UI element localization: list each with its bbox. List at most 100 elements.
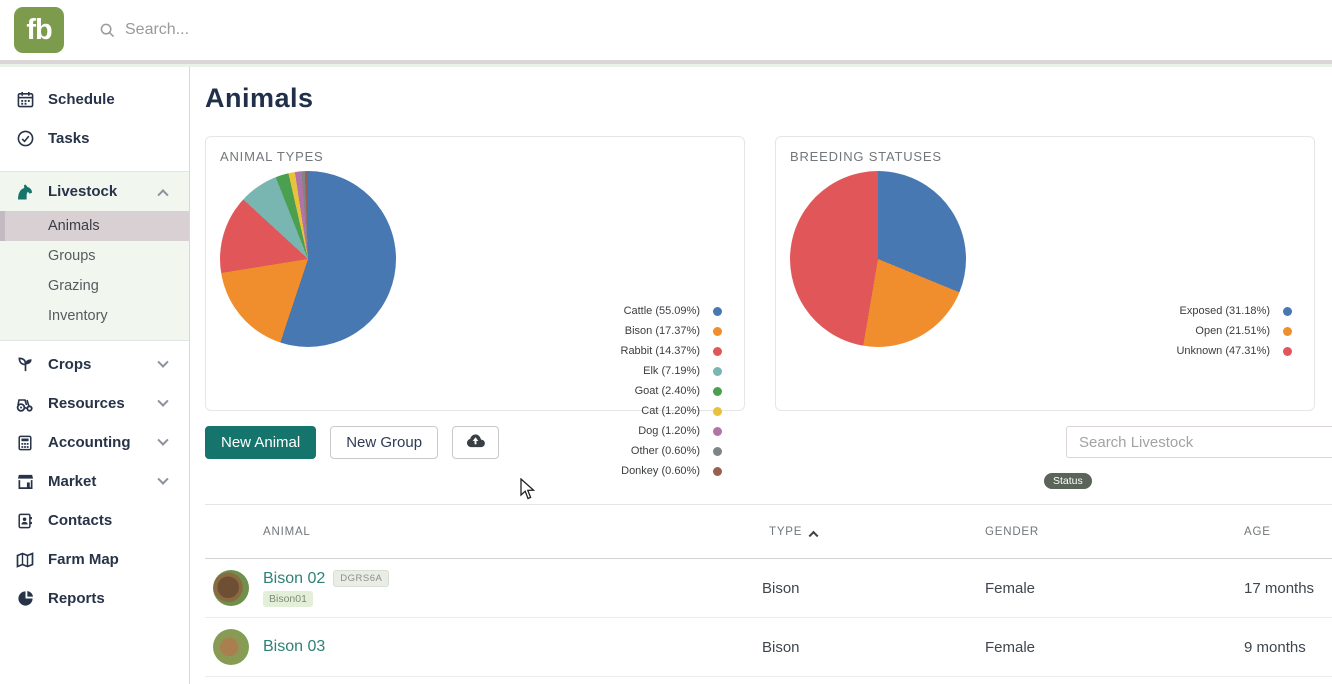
legend-item[interactable]: Cat (1.20%)	[621, 401, 722, 421]
sidebar-item-crops[interactable]: Crops	[0, 345, 189, 384]
animal-avatar[interactable]	[213, 629, 249, 665]
type-cell: Bison	[762, 638, 800, 656]
breeding-statuses-pie[interactable]	[790, 171, 966, 347]
legend-dot	[1283, 326, 1292, 336]
legend-dot	[713, 446, 722, 456]
chart-legend: Exposed (31.18%) Open (21.51%) Unknown (…	[1176, 301, 1292, 361]
app-logo[interactable]: fb	[14, 7, 64, 53]
column-header-gender[interactable]: GENDER	[985, 525, 1040, 538]
table-row[interactable]: Bison 02 DGRS6A Bison01 Bison Female 17 …	[205, 559, 1332, 618]
sidebar-item-label: Tasks	[48, 130, 90, 147]
sidebar-item-livestock[interactable]: Livestock	[0, 172, 189, 211]
legend-item[interactable]: Dog (1.20%)	[621, 421, 722, 441]
horse-icon	[16, 183, 34, 201]
topbar-divider-green	[0, 64, 1332, 67]
sidebar-group-livestock: Livestock Animals Groups Grazing Invento…	[0, 171, 189, 341]
search-livestock-input[interactable]	[1066, 426, 1332, 458]
sidebar-item-label: Contacts	[48, 512, 113, 529]
legend-dot	[713, 466, 722, 476]
legend-dot	[1283, 306, 1292, 316]
search-icon	[100, 23, 115, 38]
sidebar-item-animals[interactable]: Animals	[0, 211, 189, 241]
type-cell: Bison	[762, 579, 800, 597]
sidebar-item-tasks[interactable]: Tasks	[0, 119, 189, 158]
legend-dot	[1283, 346, 1292, 356]
column-header-age[interactable]: AGE	[1244, 525, 1271, 538]
age-cell: 9 months	[1244, 638, 1306, 656]
legend-item[interactable]: Goat (2.40%)	[621, 381, 722, 401]
cloud-upload-icon	[466, 433, 485, 452]
legend-item[interactable]: Donkey (0.60%)	[621, 461, 722, 481]
legend-dot	[713, 306, 722, 316]
chart-title: ANIMAL TYPES	[220, 149, 324, 164]
storefront-icon	[16, 473, 34, 491]
sidebar-item-label: Reports	[48, 590, 105, 607]
sidebar-subitem-label: Grazing	[48, 278, 99, 294]
animal-name-link[interactable]: Bison 02	[263, 569, 326, 587]
new-group-button[interactable]: New Group	[330, 426, 439, 459]
import-button[interactable]	[452, 426, 500, 459]
seedling-icon	[16, 356, 34, 374]
sidebar-item-market[interactable]: Market	[0, 462, 189, 501]
topbar: fb	[0, 0, 1332, 60]
legend-item[interactable]: Open (21.51%)	[1176, 321, 1292, 341]
breeding-statuses-card: BREEDING STATUSES Exposed (31.18%) Open …	[775, 136, 1315, 411]
animal-name-link[interactable]: Bison 03	[263, 638, 326, 655]
animal-types-card: ANIMAL TYPES Cattle (55.09%) Bison (17.3…	[205, 136, 745, 477]
legend-item[interactable]: Other (0.60%)	[621, 441, 722, 461]
animal-avatar[interactable]	[213, 570, 249, 606]
legend-item[interactable]: Exposed (31.18%)	[1176, 301, 1292, 321]
sidebar-item-schedule[interactable]: Schedule	[0, 80, 189, 119]
table-row[interactable]: Bison 03 Bison Female 9 months	[205, 618, 1332, 677]
sidebar-item-label: Crops	[48, 356, 92, 373]
legend-dot	[713, 366, 722, 376]
column-header-type[interactable]: TYPE	[762, 526, 985, 541]
map-icon	[16, 551, 34, 569]
legend-item[interactable]: Unknown (47.31%)	[1176, 341, 1292, 361]
sidebar-item-label: Resources	[48, 395, 125, 412]
legend-item[interactable]: Cattle (55.09%)	[621, 301, 722, 321]
sidebar-item-resources[interactable]: Resources	[0, 384, 189, 423]
legend-dot	[713, 406, 722, 416]
sidebar-item-accounting[interactable]: Accounting	[0, 423, 189, 462]
animal-types-pie[interactable]	[220, 171, 396, 347]
topbar-divider	[0, 60, 1332, 64]
chevron-down-icon	[157, 473, 169, 485]
legend-item[interactable]: Bison (17.37%)	[621, 321, 722, 341]
calculator-icon	[16, 434, 34, 452]
sidebar-item-groups[interactable]: Groups	[0, 241, 189, 271]
sidebar-item-label: Accounting	[48, 434, 131, 451]
legend-dot	[713, 326, 722, 336]
status-badge[interactable]: Status	[1044, 473, 1092, 489]
legend-item[interactable]: Elk (7.19%)	[621, 361, 722, 381]
main-content: Animals ANIMAL TYPES Cattle (55.09%) Bis…	[190, 67, 1332, 684]
legend-dot	[713, 386, 722, 396]
sort-asc-icon	[808, 530, 819, 541]
new-animal-button[interactable]: New Animal	[205, 426, 317, 459]
chevron-up-icon	[157, 188, 169, 200]
column-header-animal[interactable]: ANIMAL	[263, 525, 311, 538]
legend-dot	[713, 346, 722, 356]
table-header-row: ANIMAL TYPE GENDER AGE	[205, 505, 1332, 559]
legend-dot	[713, 426, 722, 436]
sidebar-item-label: Schedule	[48, 91, 115, 108]
global-search-input[interactable]	[125, 21, 545, 39]
sidebar-item-contacts[interactable]: Contacts	[0, 501, 189, 540]
sidebar-subitem-label: Groups	[48, 248, 96, 264]
sidebar-item-reports[interactable]: Reports	[0, 579, 189, 618]
chevron-down-icon	[157, 434, 169, 446]
gender-cell: Female	[985, 638, 1036, 656]
address-book-icon	[16, 512, 34, 530]
sidebar-item-grazing[interactable]: Grazing	[0, 271, 189, 301]
gender-cell: Female	[985, 579, 1036, 597]
chevron-down-icon	[157, 356, 169, 368]
page-title: Animals	[205, 83, 314, 113]
sidebar-item-inventory[interactable]: Inventory	[0, 301, 189, 331]
sidebar-item-farm-map[interactable]: Farm Map	[0, 540, 189, 579]
age-cell: 17 months	[1244, 579, 1315, 597]
sidebar-subitem-label: Animals	[48, 218, 100, 234]
legend-item[interactable]: Rabbit (14.37%)	[621, 341, 722, 361]
sidebar: Schedule Tasks Livestock Animals Groups	[0, 67, 190, 684]
tractor-icon	[16, 395, 34, 413]
global-search	[100, 21, 545, 39]
